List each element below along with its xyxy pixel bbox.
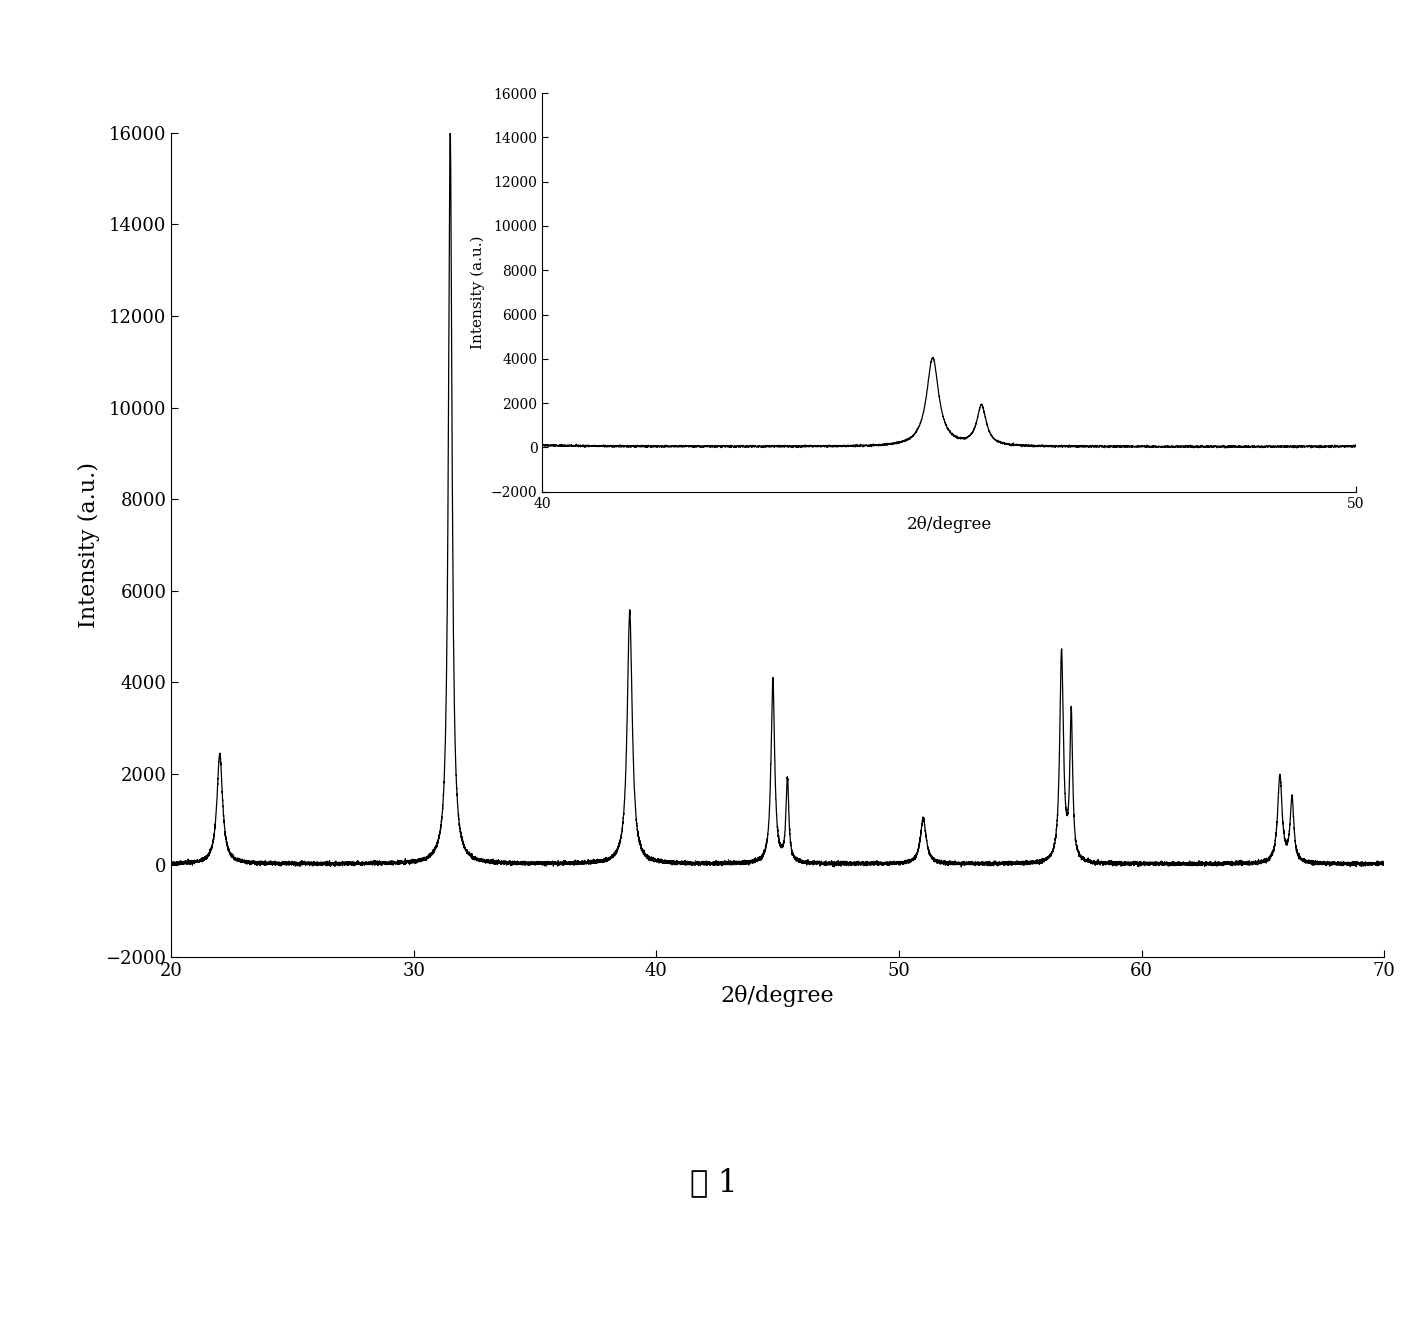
Y-axis label: Intensity (a.u.): Intensity (a.u.) — [471, 235, 485, 350]
X-axis label: 2θ/degree: 2θ/degree — [906, 516, 992, 533]
X-axis label: 2θ/degree: 2θ/degree — [721, 985, 835, 1007]
Y-axis label: Intensity (a.u.): Intensity (a.u.) — [77, 462, 100, 627]
Text: 图 1: 图 1 — [689, 1167, 738, 1199]
